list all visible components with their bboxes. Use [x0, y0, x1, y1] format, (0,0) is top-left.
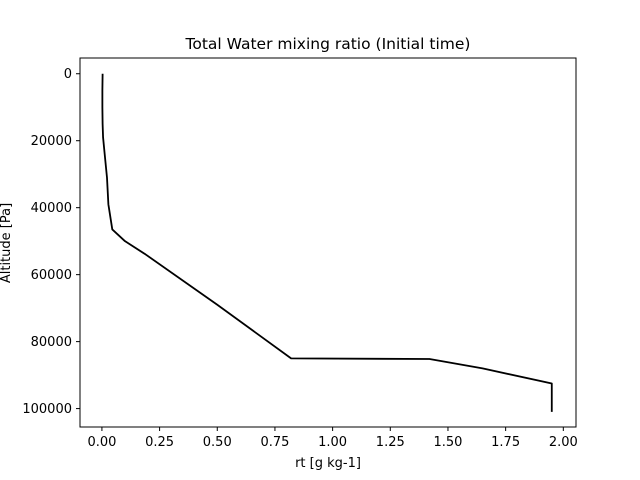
y-tick-label: 80000: [31, 335, 72, 350]
x-tick-label: 1.25: [376, 435, 405, 450]
x-tick-label: 0.50: [203, 435, 232, 450]
x-tick-label: 1.75: [491, 435, 520, 450]
x-tick-label: 2.00: [549, 435, 578, 450]
y-tick-label: 0: [64, 67, 72, 82]
y-tick-label: 100000: [22, 402, 72, 417]
plot-area: 0.00 0.25 0.50 0.75 1.00 1.25 1.50 1.75 2.00 0 200…: [22, 57, 578, 450]
y-tick-label: 40000: [31, 201, 72, 216]
y-axis-label: Altitude [Pa]: [0, 203, 14, 283]
axes-frame: [79, 57, 577, 428]
x-tick-label: 1.00: [318, 435, 347, 450]
x-tick-label: 0.25: [145, 435, 174, 450]
x-tick-label: 1.50: [433, 435, 462, 450]
x-tick-label: 0.00: [87, 435, 116, 450]
y-tick-label: 60000: [31, 268, 72, 283]
x-axis-label: rt [g kg-1]: [295, 456, 361, 471]
chart-title: Total Water mixing ratio (Initial time): [185, 35, 471, 53]
y-tick-label: 20000: [31, 134, 72, 149]
series-line-0: [101, 73, 553, 412]
x-tick-label: 0.75: [260, 435, 289, 450]
